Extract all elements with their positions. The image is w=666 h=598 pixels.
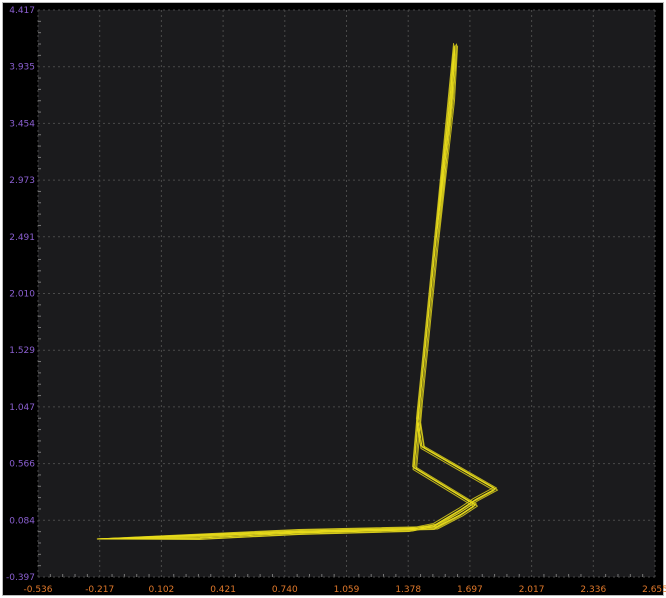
x-tick-label: 2.017	[519, 585, 545, 595]
grid	[37, 9, 656, 578]
trace-line	[96, 42, 495, 540]
plot-area	[38, 10, 655, 577]
y-tick-label: 3.935	[9, 63, 35, 73]
x-tick-label: -0.217	[85, 585, 114, 595]
y-tick-label: 2.491	[9, 233, 35, 243]
x-tick-label: 0.421	[210, 585, 236, 595]
y-tick-label: 4.417	[9, 6, 35, 16]
y-tick-label: 0.084	[9, 516, 35, 526]
y-tick-label: 3.454	[9, 119, 35, 129]
trace-line	[96, 45, 499, 540]
y-tick-label: 0.566	[9, 460, 35, 470]
x-tick-label: 2.336	[580, 585, 606, 595]
y-tick-label: 2.973	[9, 176, 35, 186]
y-tick-label: 1.529	[9, 346, 35, 356]
traces	[96, 42, 499, 541]
x-tick-label: 1.378	[395, 585, 421, 595]
y-tick-label: 1.047	[9, 403, 35, 413]
x-tick-labels: -0.536 -0.217 0.102 0.421 0.740 1.059 1.378 1.6…	[23, 585, 666, 595]
y-tick-label: -0.397	[6, 573, 35, 583]
x-tick-label: -0.536	[23, 585, 52, 595]
x-tick-label: 0.102	[149, 585, 175, 595]
x-tick-label: 0.740	[272, 585, 298, 595]
y-tick-labels: -0.397 0.084 0.566 1.047 1.529 2.010 2.491 2.97…	[6, 6, 35, 583]
x-tick-label: 1.059	[334, 585, 360, 595]
x-tick-label: 1.697	[457, 585, 483, 595]
x-tick-label: 2.655	[642, 585, 666, 595]
y-tick-label: 2.010	[9, 290, 35, 300]
